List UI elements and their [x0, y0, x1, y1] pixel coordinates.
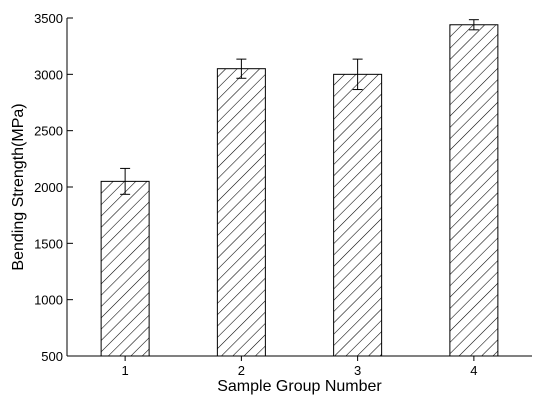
x-tick-label: 1 — [122, 363, 129, 378]
x-tick-label: 4 — [470, 363, 477, 378]
y-tick-label: 3000 — [34, 67, 63, 82]
y-axis-title: Bending Strength(MPa) — [10, 103, 27, 270]
x-axis-title: Sample Group Number — [217, 378, 382, 395]
y-tick-label: 3500 — [34, 11, 63, 26]
error-bar-group-1 — [120, 167, 131, 195]
x-tick-label: 3 — [354, 363, 361, 378]
y-tick-label: 2000 — [34, 180, 63, 195]
bars — [100, 24, 499, 357]
error-bars — [120, 19, 479, 195]
error-bar-group-2 — [236, 58, 247, 79]
error-bar-group-3 — [352, 58, 363, 91]
bar-group-3 — [333, 73, 383, 357]
error-bar-group-4 — [468, 19, 479, 31]
bar-group-1 — [100, 180, 150, 357]
x-axis-ticks: 1 2 3 4 — [122, 356, 477, 378]
y-axis-ticks: 500 1000 1500 2000 2500 3000 3500 — [34, 11, 73, 364]
y-tick-label: 1500 — [34, 236, 63, 251]
y-tick-label: 500 — [41, 349, 63, 364]
y-tick-label: 1000 — [34, 293, 63, 308]
bar-group-2 — [216, 68, 266, 357]
plot-area: 500 1000 1500 2000 2500 3000 3500 1 2 3 4 — [34, 11, 532, 378]
y-tick-label: 2500 — [34, 124, 63, 139]
x-tick-label: 2 — [238, 363, 245, 378]
bar-group-4 — [449, 24, 499, 357]
